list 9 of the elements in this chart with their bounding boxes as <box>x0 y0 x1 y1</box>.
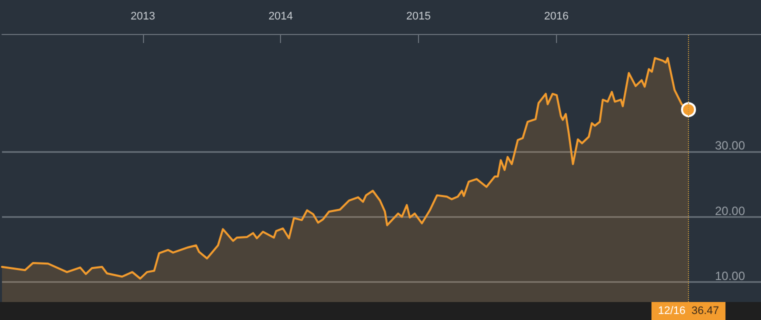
x-tick-label: 2016 <box>544 10 569 22</box>
y-tick-label: 20.00 <box>714 204 746 218</box>
ref-line-label: 12/16 <box>658 305 686 317</box>
text: 36.47 <box>691 305 720 317</box>
y-tick-label: 30.00 <box>714 138 746 153</box>
x-tick-label: 2015 <box>406 10 431 22</box>
x-tick-label: 2013 <box>130 10 156 22</box>
x-tick-label: 2014 <box>268 10 293 22</box>
y-tick-label: 10.00 <box>714 268 746 283</box>
